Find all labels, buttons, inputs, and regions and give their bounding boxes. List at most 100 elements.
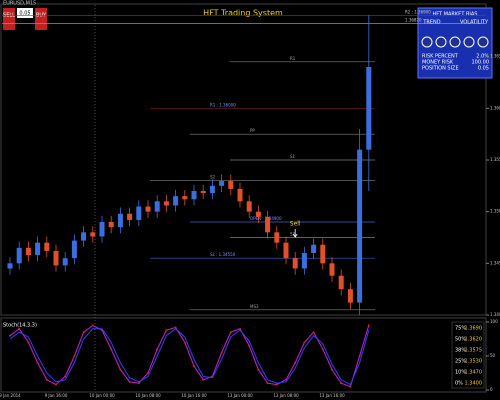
osc-dot (257, 368, 260, 371)
osc-dot (358, 355, 361, 357)
gauge (421, 36, 433, 48)
osc-dot (275, 383, 278, 386)
gauge (449, 36, 461, 48)
level-label: PP (250, 128, 255, 133)
gauge (463, 36, 475, 48)
candle-body (255, 211, 261, 217)
sell-button[interactable] (3, 8, 15, 30)
candle-body (357, 149, 363, 303)
lot-value: 0.05 (19, 11, 30, 17)
x-tick-label: 13 Jan 08:00 (273, 393, 299, 398)
osc-dot (119, 368, 122, 371)
osc-dot (312, 331, 315, 334)
osc-dot (229, 331, 232, 334)
osc-dot (294, 361, 297, 364)
candle-body (182, 196, 188, 200)
osc-line (9, 328, 370, 386)
osc-dot (18, 327, 21, 330)
osc-dot (156, 348, 159, 351)
osc-dot (321, 348, 324, 351)
osc-dot (82, 331, 85, 334)
osc-value: 1.3690 (465, 326, 483, 332)
candle-body (35, 242, 41, 256)
candle-body (71, 240, 77, 259)
osc-dot (202, 378, 205, 381)
y-tick-label: 50 (490, 353, 496, 358)
osc-dot (9, 334, 11, 337)
osc-dot (91, 324, 94, 327)
candle-body (237, 188, 243, 202)
osc-value: 1.3530 (465, 359, 483, 365)
candle-body (173, 196, 179, 206)
bias-value: 100.00 (472, 60, 490, 66)
bias-title: HFT MARKET BIAS (433, 12, 478, 18)
x-tick-label: 9 Jan 2014 (0, 393, 21, 398)
candle-body (292, 258, 298, 269)
level-label: S3 (290, 232, 296, 237)
candle-body (329, 263, 335, 276)
osc-dot (110, 348, 113, 351)
x-tick-label: 13 Jan 16:00 (319, 393, 345, 398)
bias-value: 2.0% (476, 54, 489, 60)
osc-line (9, 324, 370, 388)
sell-arrow (292, 228, 298, 238)
osc-frame (0, 317, 487, 393)
osc-dot (266, 382, 269, 385)
x-tick-label: 10 Jan 16:00 (181, 393, 207, 398)
candle-body (274, 232, 280, 243)
candle-body (347, 289, 353, 303)
buy-button[interactable] (35, 8, 47, 30)
osc-dot (137, 382, 140, 385)
symbol: EURUSD,M15 (3, 1, 36, 7)
osc-dot (248, 344, 251, 347)
candle-body (228, 180, 234, 189)
osc-dot (183, 341, 186, 344)
candle-body (145, 206, 151, 212)
level-label: 1.36820 (405, 18, 422, 23)
y-tick-label: 1.35000 (490, 209, 500, 214)
chart-title: HFT Trading System (203, 9, 283, 18)
candle-body (366, 67, 372, 150)
osc-dot (64, 375, 67, 378)
candle-body (44, 242, 50, 251)
y-tick-label: 0 (490, 387, 493, 392)
osc-dot (27, 341, 30, 344)
candle-body (283, 242, 289, 259)
candle-body (90, 232, 96, 237)
candle-body (191, 191, 197, 200)
osc-key: 0% (455, 381, 463, 387)
osc-value: 1.3470 (465, 370, 483, 376)
osc-key: 50% (455, 337, 466, 343)
osc-dot (147, 372, 149, 374)
y-tick-label: 100 (490, 319, 498, 324)
candle-body (25, 247, 31, 256)
trend-label: TREND (422, 20, 440, 26)
candle-body (127, 213, 133, 220)
bias-key: POSITION SIZE (422, 66, 459, 72)
osc-dot (55, 383, 57, 386)
candle-body (265, 216, 271, 233)
bias-value: 0.05 (478, 66, 489, 72)
osc-dot (220, 351, 223, 354)
osc-dot (340, 382, 343, 385)
candle-body (219, 180, 225, 186)
level-label: R2 : 1.36900 (405, 9, 431, 14)
candle-body (154, 201, 160, 212)
osc-dot (165, 329, 168, 332)
level-label: SL : 1.34550 (210, 252, 236, 257)
osc-dot (349, 385, 352, 388)
level-label: R1 : 1.36000 (210, 102, 236, 107)
osc-dot (239, 327, 241, 330)
gauge (435, 36, 447, 48)
bias-key: RISK PERCENT (422, 54, 459, 60)
osc-key: 25% (455, 359, 466, 365)
x-tick-label: 10 Jan 00:00 (89, 393, 115, 398)
osc-dot (174, 326, 177, 329)
volatility-label: VOLATILITY (460, 20, 489, 26)
candle-body (7, 263, 13, 269)
osc-table (451, 321, 485, 389)
candle-body (16, 247, 22, 264)
lot-field[interactable] (17, 8, 33, 18)
